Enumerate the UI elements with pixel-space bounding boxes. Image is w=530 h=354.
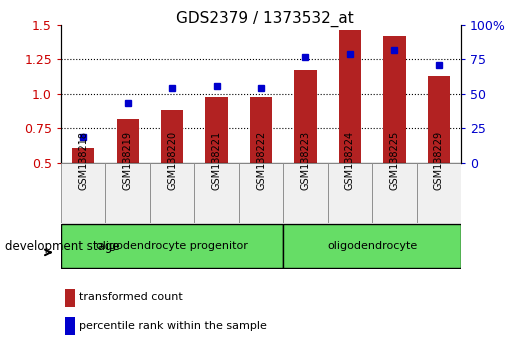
Bar [339, 30, 361, 232]
Bar [161, 110, 183, 232]
Text: GSM138224: GSM138224 [345, 131, 355, 190]
Text: oligodendrocyte: oligodendrocyte [327, 241, 417, 251]
Text: percentile rank within the sample: percentile rank within the sample [79, 321, 267, 331]
Text: oligodendrocyte progenitor: oligodendrocyte progenitor [96, 241, 248, 251]
FancyBboxPatch shape [239, 163, 283, 223]
Bar [294, 70, 316, 232]
Bar [72, 148, 94, 232]
FancyBboxPatch shape [105, 163, 150, 223]
Text: GSM138225: GSM138225 [390, 131, 400, 190]
Text: GSM138221: GSM138221 [211, 131, 222, 190]
Text: GSM138229: GSM138229 [434, 131, 444, 190]
Bar [383, 36, 405, 232]
Text: transformed count: transformed count [79, 292, 183, 302]
FancyBboxPatch shape [61, 163, 105, 223]
Bar [206, 97, 228, 232]
Bar [117, 119, 139, 232]
FancyBboxPatch shape [61, 224, 283, 268]
FancyBboxPatch shape [150, 163, 195, 223]
Text: GSM138220: GSM138220 [167, 131, 177, 190]
Text: GDS2379 / 1373532_at: GDS2379 / 1373532_at [176, 11, 354, 27]
FancyBboxPatch shape [195, 163, 239, 223]
Bar [428, 76, 450, 232]
Bar [65, 289, 75, 307]
Text: development stage: development stage [5, 240, 120, 252]
Text: GSM138218: GSM138218 [78, 131, 88, 190]
FancyBboxPatch shape [328, 163, 372, 223]
Text: GSM138219: GSM138219 [122, 131, 132, 190]
Text: GSM138223: GSM138223 [301, 131, 311, 190]
Bar [250, 97, 272, 232]
FancyBboxPatch shape [283, 224, 461, 268]
FancyBboxPatch shape [283, 163, 328, 223]
FancyBboxPatch shape [372, 163, 417, 223]
Text: GSM138222: GSM138222 [256, 131, 266, 190]
Bar [65, 317, 75, 335]
FancyBboxPatch shape [417, 163, 461, 223]
